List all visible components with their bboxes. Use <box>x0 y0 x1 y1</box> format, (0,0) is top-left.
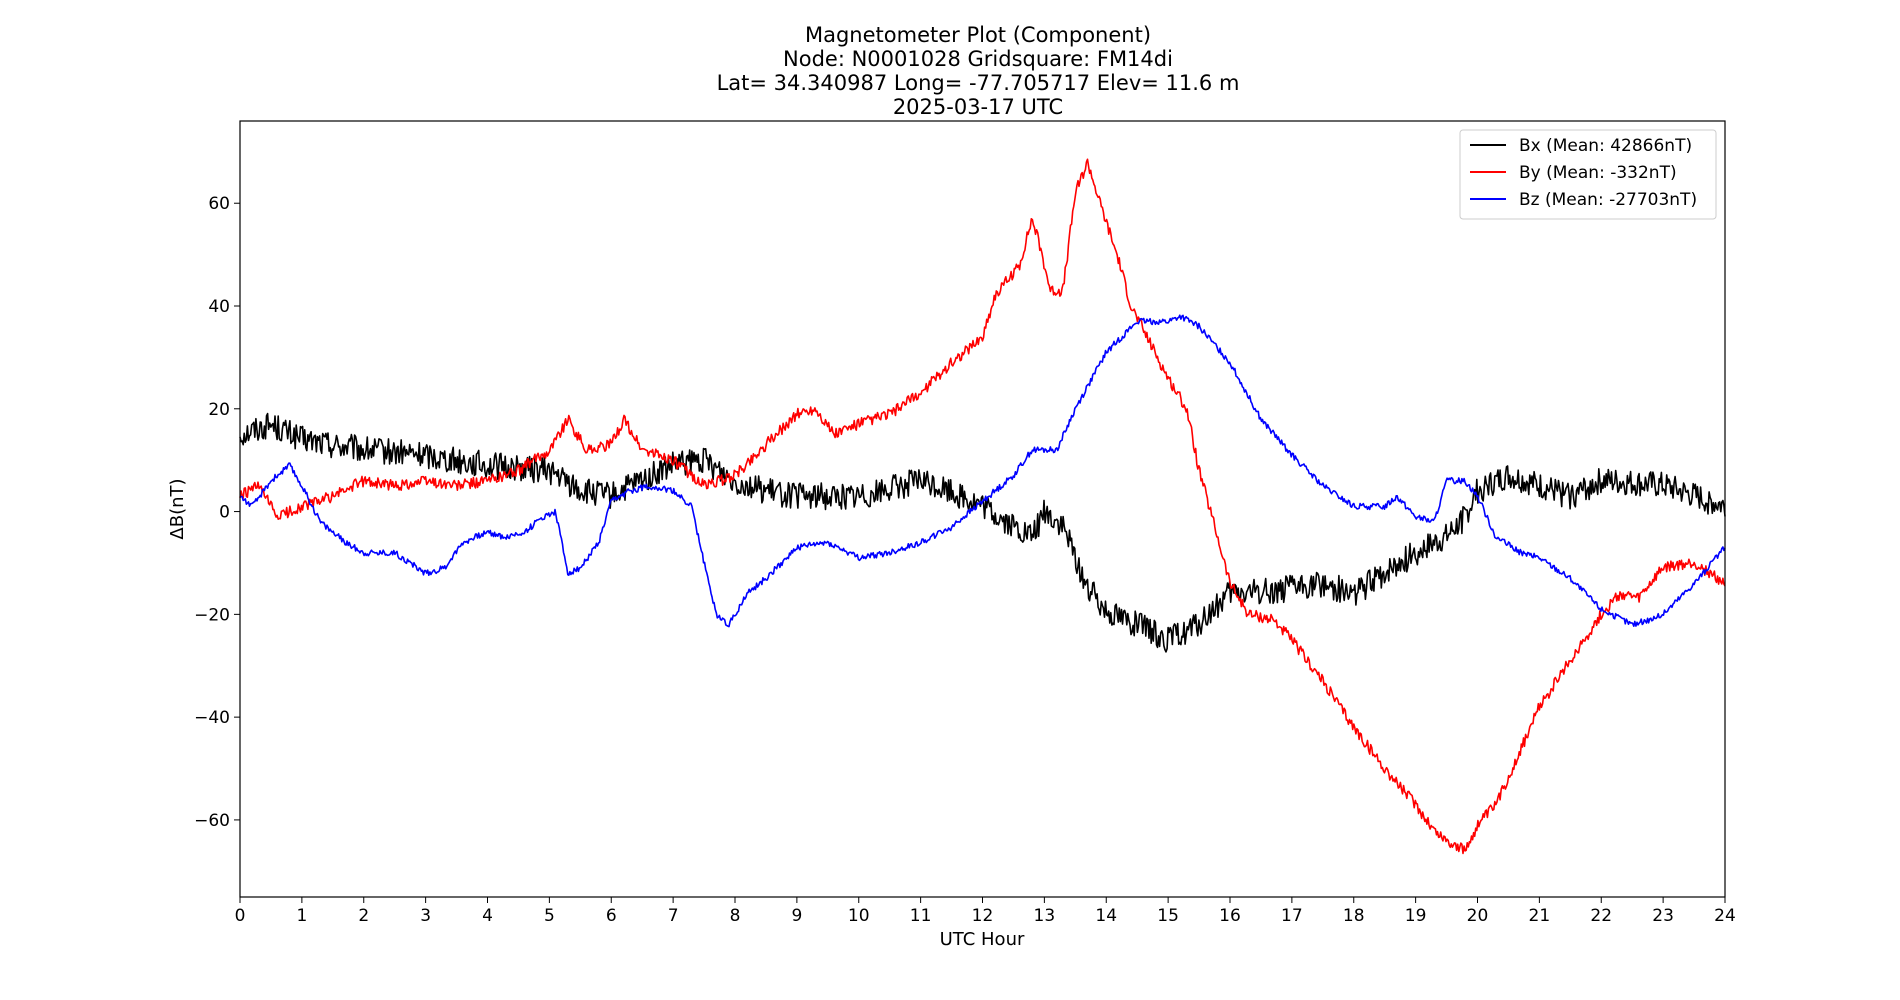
x-tick-label: 19 <box>1405 906 1427 926</box>
x-tick-label: 4 <box>482 906 493 926</box>
x-axis-ticks: 0 1 2 3 4 5 6 7 8 9 10 11 12 13 14 15 16 17 18 19 20 21 22 23 24 <box>235 897 1736 926</box>
x-tick-label: 14 <box>1095 906 1117 926</box>
x-tick-label: 18 <box>1343 906 1365 926</box>
plot-frame <box>239 120 1726 898</box>
y-tick-label: 0 <box>219 503 230 523</box>
legend: Bx (Mean: 42866nT) By (Mean: -332nT) Bz … <box>1459 129 1717 220</box>
legend-label-bx: Bx (Mean: 42866nT) <box>1519 136 1692 156</box>
legend-label-by: By (Mean: -332nT) <box>1519 163 1677 183</box>
title-line-3: Lat= 34.340987 Long= -77.705717 Elev= 11… <box>717 71 1240 95</box>
y-tick-label: 40 <box>208 297 230 317</box>
x-tick-label: 0 <box>235 906 246 926</box>
x-tick-label: 10 <box>848 906 870 926</box>
x-tick-label: 17 <box>1281 906 1303 926</box>
y-axis-ticks: −60 −40 −20 0 20 40 60 <box>194 194 240 831</box>
x-tick-label: 8 <box>730 906 741 926</box>
y-tick-label: 60 <box>208 194 230 214</box>
x-tick-label: 16 <box>1219 906 1241 926</box>
title-line-2: Node: N0001028 Gridsquare: FM14di <box>783 47 1173 71</box>
x-tick-label: 5 <box>544 906 555 926</box>
legend-box <box>1459 129 1717 220</box>
x-axis-label: UTC Hour <box>940 929 1025 950</box>
x-tick-label: 9 <box>791 906 802 926</box>
x-tick-label: 1 <box>296 906 307 926</box>
y-tick-label: 20 <box>208 400 230 420</box>
series-line-by <box>239 158 1726 855</box>
y-tick-label: −40 <box>194 708 230 728</box>
x-tick-label: 11 <box>910 906 932 926</box>
y-axis-label: ΔB(nT) <box>167 478 188 539</box>
x-tick-label: 7 <box>668 906 679 926</box>
series-layer <box>239 158 1726 855</box>
x-tick-label: 3 <box>420 906 431 926</box>
x-tick-label: 20 <box>1467 906 1489 926</box>
series-line-bx <box>239 412 1726 653</box>
series-line-bz <box>239 314 1726 628</box>
legend-label-bz: Bz (Mean: -27703nT) <box>1519 190 1697 210</box>
y-tick-label: −60 <box>194 811 230 831</box>
chart-title: Magnetometer Plot (Component) Node: N000… <box>717 23 1240 119</box>
y-tick-label: −20 <box>194 605 230 625</box>
x-tick-label: 2 <box>358 906 369 926</box>
x-tick-label: 21 <box>1529 906 1551 926</box>
title-line-4: 2025-03-17 UTC <box>893 95 1063 119</box>
x-tick-label: 12 <box>972 906 994 926</box>
x-tick-label: 13 <box>1034 906 1056 926</box>
title-line-1: Magnetometer Plot (Component) <box>805 23 1151 47</box>
x-tick-label: 6 <box>606 906 617 926</box>
x-tick-label: 15 <box>1157 906 1179 926</box>
x-tick-label: 23 <box>1652 906 1674 926</box>
x-tick-label: 22 <box>1590 906 1612 926</box>
x-tick-label: 24 <box>1714 906 1736 926</box>
